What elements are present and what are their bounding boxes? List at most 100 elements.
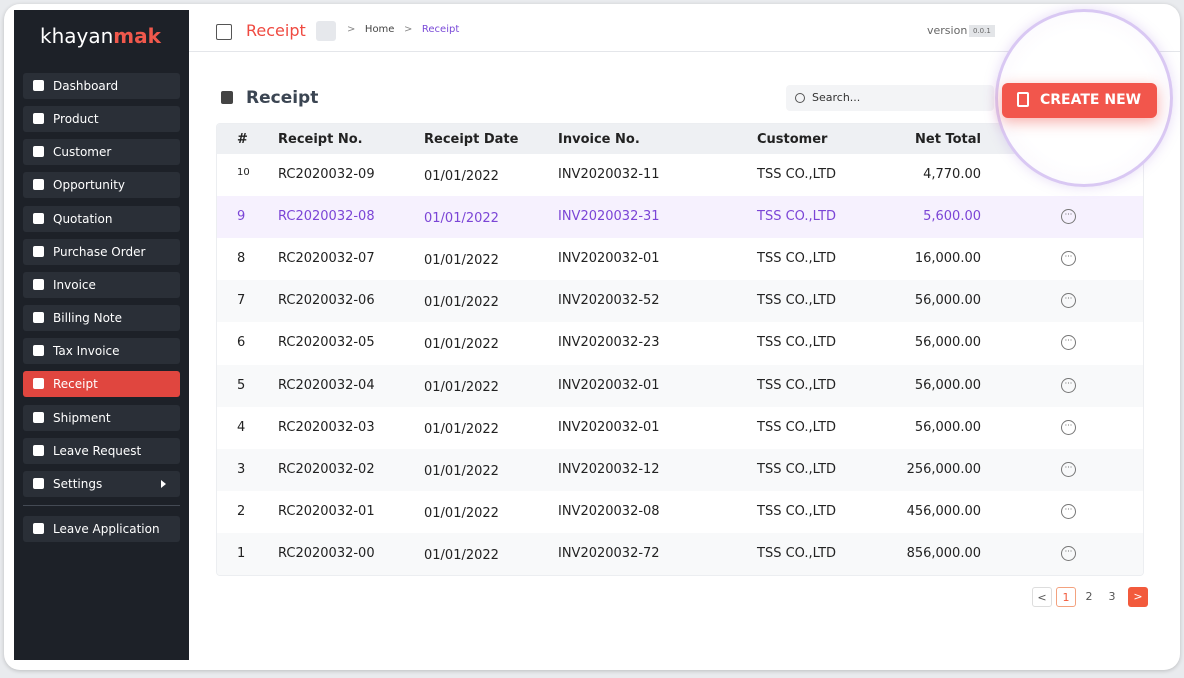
table-cell: INV2020032-01 <box>558 419 660 435</box>
menu-item[interactable]: Purchase Order <box>23 238 180 265</box>
table-cell: 01/01/2022 <box>424 253 499 269</box>
table-cell: 2 <box>237 503 246 519</box>
table-cell: INV2020032-23 <box>558 335 660 351</box>
table-cell: TSS CO.,LTD <box>757 419 837 435</box>
apps-icon[interactable] <box>316 21 336 41</box>
table-row[interactable]: 1 RC2020032-00 01/01/2022 INV2020032-72 TSS … <box>217 532 1143 575</box>
breadcrumb-home[interactable]: Home <box>364 24 395 35</box>
menu-label: Opportunity <box>53 178 126 193</box>
row-actions[interactable]: ··· <box>1061 251 1076 267</box>
table-cell: 56,000.00 <box>914 293 981 309</box>
table-cell: INV2020032-08 <box>558 503 660 519</box>
menu-icon <box>33 477 44 489</box>
create-new-button[interactable]: CREATE NEW <box>1002 83 1157 118</box>
table-row[interactable]: 9 RC2020032-08 01/01/2022 INV2020032-31 TSS … <box>217 196 1143 239</box>
table-cell: 4,770.00 <box>923 167 981 182</box>
table-cell: 5 <box>237 377 246 393</box>
page-title: Receipt <box>246 88 319 108</box>
table-cell: INV2020032-31 <box>558 209 660 225</box>
menu-icon <box>33 113 44 125</box>
menu-item[interactable]: Leave Request <box>23 437 180 464</box>
row-actions[interactable]: ··· <box>1061 461 1076 477</box>
page-number[interactable]: 1 <box>1056 587 1076 607</box>
table-cell: 9 <box>237 209 246 225</box>
table-cell: RC2020032-09 <box>278 167 375 182</box>
table-row[interactable]: 4 RC2020032-03 01/01/2022 INV2020032-01 TSS … <box>217 406 1143 449</box>
page-number[interactable]: 2 <box>1085 590 1093 603</box>
row-actions[interactable]: ··· <box>1061 419 1076 435</box>
logo-main: khayan <box>40 24 114 48</box>
page-number[interactable]: 3 <box>1108 590 1116 603</box>
table-row[interactable]: 2 RC2020032-01 01/01/2022 INV2020032-08 TSS … <box>217 490 1143 533</box>
menu-item[interactable]: Opportunity <box>23 172 180 199</box>
table-cell: TSS CO.,LTD <box>757 167 837 182</box>
menu-icon <box>33 146 44 158</box>
menu-icon <box>33 411 44 423</box>
table-cell: 01/01/2022 <box>424 169 499 184</box>
menu-item[interactable]: Tax Invoice <box>23 338 180 365</box>
column-header: Receipt Date <box>424 132 519 147</box>
table-row[interactable]: 10 RC2020032-09 01/01/2022 INV2020032-11 TSS… <box>217 154 1143 196</box>
table-cell: 256,000.00 <box>906 461 981 477</box>
receipt-icon <box>221 91 233 104</box>
menu-icon <box>33 80 44 91</box>
table-cell: 01/01/2022 <box>424 337 499 353</box>
search-placeholder: Search... <box>812 91 861 104</box>
search-box[interactable]: Search... <box>786 85 994 111</box>
table-row[interactable]: 7 RC2020032-06 01/01/2022 INV2020032-52 TSS … <box>217 280 1143 323</box>
table-cell: RC2020032-02 <box>278 461 375 477</box>
menu-icon <box>33 378 44 390</box>
create-icon <box>1017 92 1029 107</box>
table-cell: TSS CO.,LTD <box>757 251 837 267</box>
table-cell: 7 <box>237 293 246 309</box>
next-page[interactable]: > <box>1128 587 1148 607</box>
column-header: Receipt No. <box>278 132 363 147</box>
menu-item[interactable]: Product <box>23 106 180 133</box>
menu-item[interactable]: Billing Note <box>23 305 180 332</box>
menu-item[interactable]: Leave Application <box>23 516 180 542</box>
menu-item[interactable]: Dashboard <box>23 73 180 99</box>
row-actions[interactable]: ··· <box>1061 503 1076 519</box>
menu-item[interactable]: Invoice <box>23 271 180 298</box>
row-actions[interactable]: ··· <box>1061 209 1076 225</box>
menu-item[interactable]: Settings <box>23 470 180 497</box>
version-badge: 0.0.1 <box>969 25 995 37</box>
table-cell: TSS CO.,LTD <box>757 335 837 351</box>
table-cell: 456,000.00 <box>906 503 981 519</box>
submenu-arrow <box>161 479 166 488</box>
table-row[interactable]: 6 RC2020032-05 01/01/2022 INV2020032-23 TSS … <box>217 322 1143 365</box>
menu-label: Receipt <box>53 377 98 392</box>
menu-label: Dashboard <box>53 79 119 93</box>
row-actions[interactable]: ··· <box>1061 335 1076 351</box>
menu-label: Settings <box>53 476 103 491</box>
menu-item[interactable]: Customer <box>23 139 180 166</box>
receipt-table: # Receipt No. Receipt Date Invoice No. Custo… <box>216 123 1144 576</box>
column-header: Customer <box>757 132 828 147</box>
table-row[interactable]: 5 RC2020032-04 01/01/2022 INV2020032-01 TSS … <box>217 364 1143 407</box>
table-cell: RC2020032-03 <box>278 419 375 435</box>
main: Receipt > Home > Receipt version 0.0.1 R… <box>189 4 1180 670</box>
prev-page[interactable]: < <box>1032 587 1052 607</box>
menu-label: Billing Note <box>53 311 123 326</box>
separator <box>23 505 180 506</box>
menu-label: Leave Application <box>53 522 160 536</box>
menu-item[interactable]: Quotation <box>23 205 180 232</box>
column-header: Invoice No. <box>558 132 640 147</box>
table-row[interactable]: 8 RC2020032-07 01/01/2022 INV2020032-01 TSS … <box>217 238 1143 281</box>
table-cell: TSS CO.,LTD <box>757 461 837 477</box>
table-cell: 01/01/2022 <box>424 211 499 227</box>
table-cell: 01/01/2022 <box>424 463 499 479</box>
table-row[interactable]: 3 RC2020032-02 01/01/2022 INV2020032-12 TSS … <box>217 448 1143 491</box>
table-cell: INV2020032-01 <box>558 251 660 267</box>
row-actions[interactable]: ··· <box>1061 377 1076 393</box>
menu-toggle[interactable] <box>216 24 232 40</box>
table-cell: RC2020032-01 <box>278 503 375 519</box>
menu-item[interactable]: Receipt <box>23 371 180 398</box>
table-cell: RC2020032-05 <box>278 335 375 351</box>
menu-icon <box>33 444 44 456</box>
row-actions[interactable]: ··· <box>1061 293 1076 309</box>
row-actions[interactable]: ··· <box>1061 545 1076 561</box>
menu-item[interactable]: Shipment <box>23 404 180 431</box>
table-cell: TSS CO.,LTD <box>757 377 837 393</box>
table-cell: 856,000.00 <box>906 545 981 561</box>
